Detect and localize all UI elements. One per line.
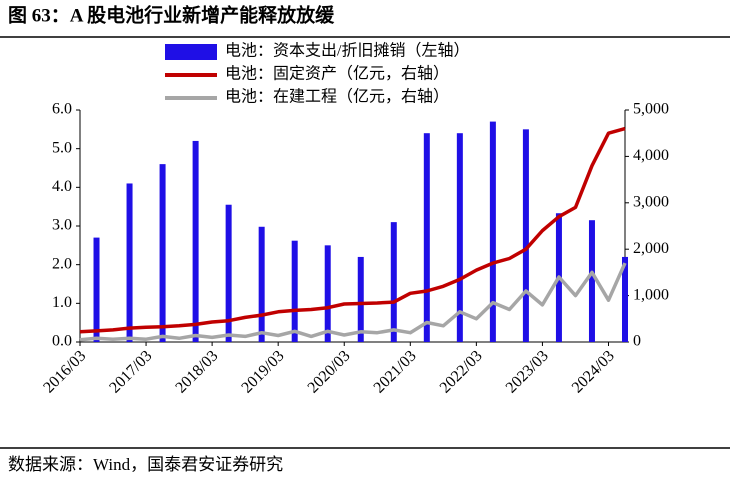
y2-tick-label: 2,000 (633, 240, 669, 257)
x-tick-label: 2023/03 (503, 347, 552, 396)
x-tick-label: 2017/03 (106, 347, 155, 396)
x-tick-label: 2018/03 (172, 347, 221, 396)
bar (324, 245, 331, 342)
y-tick-label: 3.0 (52, 217, 72, 234)
bar (456, 133, 463, 342)
y-tick-label: 2.0 (52, 255, 72, 272)
bar (357, 256, 364, 342)
y-tick-label: 0.0 (52, 333, 72, 350)
x-tick-label: 2016/03 (40, 347, 89, 396)
bar (258, 226, 265, 342)
legend-label: 电池：在建工程（亿元，右轴） (225, 88, 449, 106)
legend-swatch (165, 44, 217, 60)
bar (291, 240, 298, 342)
y-tick-label: 4.0 (52, 178, 72, 195)
bar (489, 121, 496, 342)
bar (159, 164, 166, 342)
y2-tick-label: 1,000 (633, 286, 669, 303)
bar (225, 204, 232, 342)
y2-tick-label: 5,000 (633, 101, 669, 118)
y-tick-label: 1.0 (52, 294, 72, 311)
x-tick-label: 2020/03 (305, 347, 354, 396)
x-tick-label: 2024/03 (569, 347, 618, 396)
bar (622, 256, 628, 342)
bar (126, 183, 133, 342)
legend-label: 电池：固定资产（亿元，右轴） (225, 65, 449, 83)
y2-tick-label: 0 (633, 333, 641, 350)
x-tick-label: 2019/03 (238, 347, 287, 396)
y2-tick-label: 4,000 (633, 147, 669, 164)
bar (192, 140, 199, 342)
chart-title: 图 63：A 股电池行业新增产能释放放缓 (8, 3, 335, 26)
bar (93, 237, 100, 342)
x-tick-label: 2022/03 (437, 347, 486, 396)
line (79, 262, 627, 342)
y-tick-label: 5.0 (52, 139, 72, 156)
bar (390, 222, 397, 342)
bar (423, 133, 430, 342)
line (79, 126, 626, 334)
legend-label: 电池：资本支出/折旧摊销（左轴） (225, 42, 469, 60)
source: 数据来源：Wind，国泰君安证券研究 (8, 455, 283, 474)
bar (588, 220, 595, 342)
y-tick-label: 6.0 (52, 101, 72, 118)
x-tick-label: 2021/03 (371, 347, 420, 396)
bar (522, 129, 529, 342)
y2-tick-label: 3,000 (633, 193, 669, 210)
